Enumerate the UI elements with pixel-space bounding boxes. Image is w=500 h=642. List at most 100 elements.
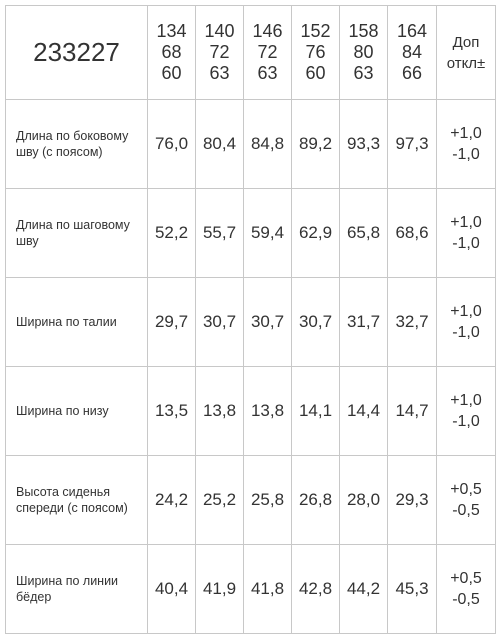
tolerance-cell: +1,0 -1,0: [436, 188, 496, 278]
measure-value: 41,8: [243, 544, 292, 634]
tolerance-header-line: откл±: [446, 54, 486, 72]
measure-value: 14,7: [387, 366, 437, 456]
measure-row: Ширина по линии бёдер 40,4 41,9 41,8 42,8 44,2…: [5, 544, 496, 634]
size-line: 60: [161, 63, 182, 83]
label-line: шву (с поясом): [16, 145, 103, 159]
measure-value: 42,8: [291, 544, 340, 634]
measure-value: 29,3: [387, 455, 437, 545]
measure-row: Ширина по талии 29,7 30,7 30,7 30,7 31,7 32,7 +…: [5, 277, 496, 367]
measure-label: Высота сиденья спереди (с поясом): [5, 455, 148, 545]
label-line: спереди (с поясом): [16, 501, 128, 515]
tolerance-cell: +1,0 -1,0: [436, 277, 496, 367]
measure-value: 68,6: [387, 188, 437, 278]
measure-row: Длина по шаговому шву 52,2 55,7 59,4 62,9 65,8…: [5, 188, 496, 278]
size-cell: 158 80 63: [339, 5, 388, 100]
size-line: 66: [401, 63, 423, 83]
size-table: 233227 134 68 60 140 72 63 146 72 63 152 76 60 158 80 6…: [5, 5, 496, 634]
measure-value: 55,7: [195, 188, 244, 278]
tolerance-cell: +1,0 -1,0: [436, 99, 496, 189]
measure-value: 30,7: [291, 277, 340, 367]
size-line: 63: [257, 63, 278, 83]
size-line: 63: [209, 63, 230, 83]
tolerance-line: +1,0: [450, 125, 482, 142]
tolerance-line: -0,5: [452, 591, 480, 608]
measure-label: Длина по боковому шву (с поясом): [5, 99, 148, 189]
header-row: 233227 134 68 60 140 72 63 146 72 63 152 76 60 158 80 6…: [5, 5, 496, 100]
measure-value: 32,7: [387, 277, 437, 367]
table-body: 233227 134 68 60 140 72 63 146 72 63 152 76 60 158 80 6…: [5, 5, 496, 634]
tolerance-cell: +0,5 -0,5: [436, 544, 496, 634]
measure-value: 45,3: [387, 544, 437, 634]
size-line: 146: [252, 21, 283, 41]
size-line: 134: [156, 21, 187, 41]
measure-value: 29,7: [147, 277, 196, 367]
label-line: бёдер: [16, 590, 52, 604]
size-line: 140: [204, 21, 235, 41]
measure-row: Высота сиденья спереди (с поясом) 24,2 25,2…: [5, 455, 496, 545]
measure-value: 13,5: [147, 366, 196, 456]
measure-value: 24,2: [147, 455, 196, 545]
measure-value: 93,3: [339, 99, 388, 189]
label-line: Ширина по линии: [16, 574, 119, 588]
measure-value: 59,4: [243, 188, 292, 278]
size-line: 164: [396, 21, 428, 41]
measure-value: 41,9: [195, 544, 244, 634]
measure-value: 14,1: [291, 366, 340, 456]
size-line: 60: [305, 63, 326, 83]
measure-value: 76,0: [147, 99, 196, 189]
measure-value: 25,2: [195, 455, 244, 545]
tolerance-line: +1,0: [450, 303, 482, 320]
label-line: Длина по боковому: [16, 129, 129, 143]
label-line: шву: [16, 234, 39, 248]
measure-value: 52,2: [147, 188, 196, 278]
size-cell: 134 68 60: [147, 5, 196, 100]
tolerance-cell: +0,5 -0,5: [436, 455, 496, 545]
measure-row: Длина по боковому шву (с поясом) 76,0 80,4 8…: [5, 99, 496, 189]
size-line: 84: [401, 42, 423, 62]
measure-value: 31,7: [339, 277, 388, 367]
measure-value: 62,9: [291, 188, 340, 278]
size-line: 72: [209, 42, 230, 62]
measure-value: 80,4: [195, 99, 244, 189]
measure-label: Ширина по талии: [5, 277, 148, 367]
size-line: 152: [300, 21, 331, 41]
measure-value: 65,8: [339, 188, 388, 278]
size-line: 158: [348, 21, 379, 41]
tolerance-line: +0,5: [450, 481, 482, 498]
measure-value: 30,7: [195, 277, 244, 367]
measure-value: 25,8: [243, 455, 292, 545]
article-code: 233227: [5, 5, 148, 100]
size-cell: 164 84 66: [387, 5, 437, 100]
tolerance-cell: +1,0 -1,0: [436, 366, 496, 456]
tolerance-line: +1,0: [450, 392, 482, 409]
label-line: Ширина по низу: [16, 404, 109, 418]
size-line: 72: [257, 42, 278, 62]
tolerance-header: Доп откл±: [436, 5, 496, 100]
label-line: Длина по шаговому: [16, 218, 130, 232]
size-cell: 146 72 63: [243, 5, 292, 100]
size-line: 63: [353, 63, 374, 83]
tolerance-line: -1,0: [452, 324, 480, 341]
measure-value: 84,8: [243, 99, 292, 189]
size-cell: 152 76 60: [291, 5, 340, 100]
measure-label: Ширина по линии бёдер: [5, 544, 148, 634]
measure-value: 28,0: [339, 455, 388, 545]
measure-value: 13,8: [243, 366, 292, 456]
tolerance-line: +1,0: [450, 214, 482, 231]
measure-value: 97,3: [387, 99, 437, 189]
measure-label: Длина по шаговому шву: [5, 188, 148, 278]
size-cell: 140 72 63: [195, 5, 244, 100]
measure-row: Ширина по низу 13,5 13,8 13,8 14,1 14,4 14,7 +1…: [5, 366, 496, 456]
measure-value: 40,4: [147, 544, 196, 634]
tolerance-line: -1,0: [452, 146, 480, 163]
label-line: Высота сиденья: [16, 485, 111, 499]
label-line: Ширина по талии: [16, 315, 117, 329]
measure-value: 26,8: [291, 455, 340, 545]
measure-label: Ширина по низу: [5, 366, 148, 456]
measure-value: 89,2: [291, 99, 340, 189]
tolerance-line: -1,0: [452, 413, 480, 430]
tolerance-line: -0,5: [452, 502, 480, 519]
measure-value: 30,7: [243, 277, 292, 367]
tolerance-line: +0,5: [450, 570, 482, 587]
